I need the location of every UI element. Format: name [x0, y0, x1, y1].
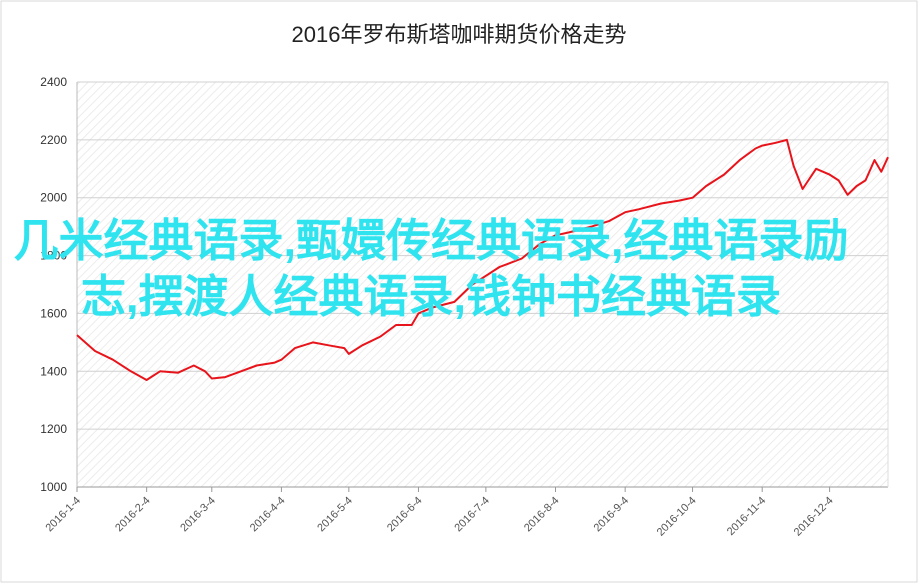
x-tick-label: 2016-2-4: [113, 495, 153, 535]
y-tick-label: 2200: [40, 133, 67, 147]
x-tick-label: 2016-12-4: [792, 495, 836, 539]
x-tick-label: 2016-5-4: [315, 495, 355, 535]
series-line: [76, 138, 889, 381]
y-tick-label: 1600: [40, 306, 67, 320]
x-tick-label: 2016-10-4: [655, 495, 699, 539]
x-tick-label: 2016-8-4: [522, 495, 562, 535]
x-tick-label: 2016-6-4: [385, 495, 425, 535]
x-tick-label: 2016-4-4: [248, 495, 288, 535]
y-tick-label: 2400: [40, 75, 67, 89]
x-tick-label: 2016-7-4: [452, 495, 492, 535]
x-tick-label: 2016-9-4: [592, 495, 632, 535]
y-tick-label: 1800: [40, 249, 67, 263]
x-tick-label: 2016-3-4: [178, 495, 218, 535]
y-tick-label: 1000: [40, 480, 67, 494]
y-tick-label: 2000: [40, 191, 67, 205]
y-tick-label: 1200: [40, 422, 67, 436]
x-tick-label: 2016-1-4: [43, 495, 83, 535]
y-tick-label: 1400: [40, 364, 67, 378]
x-tick-label: 2016-11-4: [725, 495, 768, 538]
chart-title: 2016年罗布斯塔咖啡期货价格走势: [292, 22, 627, 47]
overlay-text: 几米经典语录,甄嬛传经典语录,经典语录励志,摆渡人经典语录,钱钟书经典语录: [13, 215, 849, 322]
